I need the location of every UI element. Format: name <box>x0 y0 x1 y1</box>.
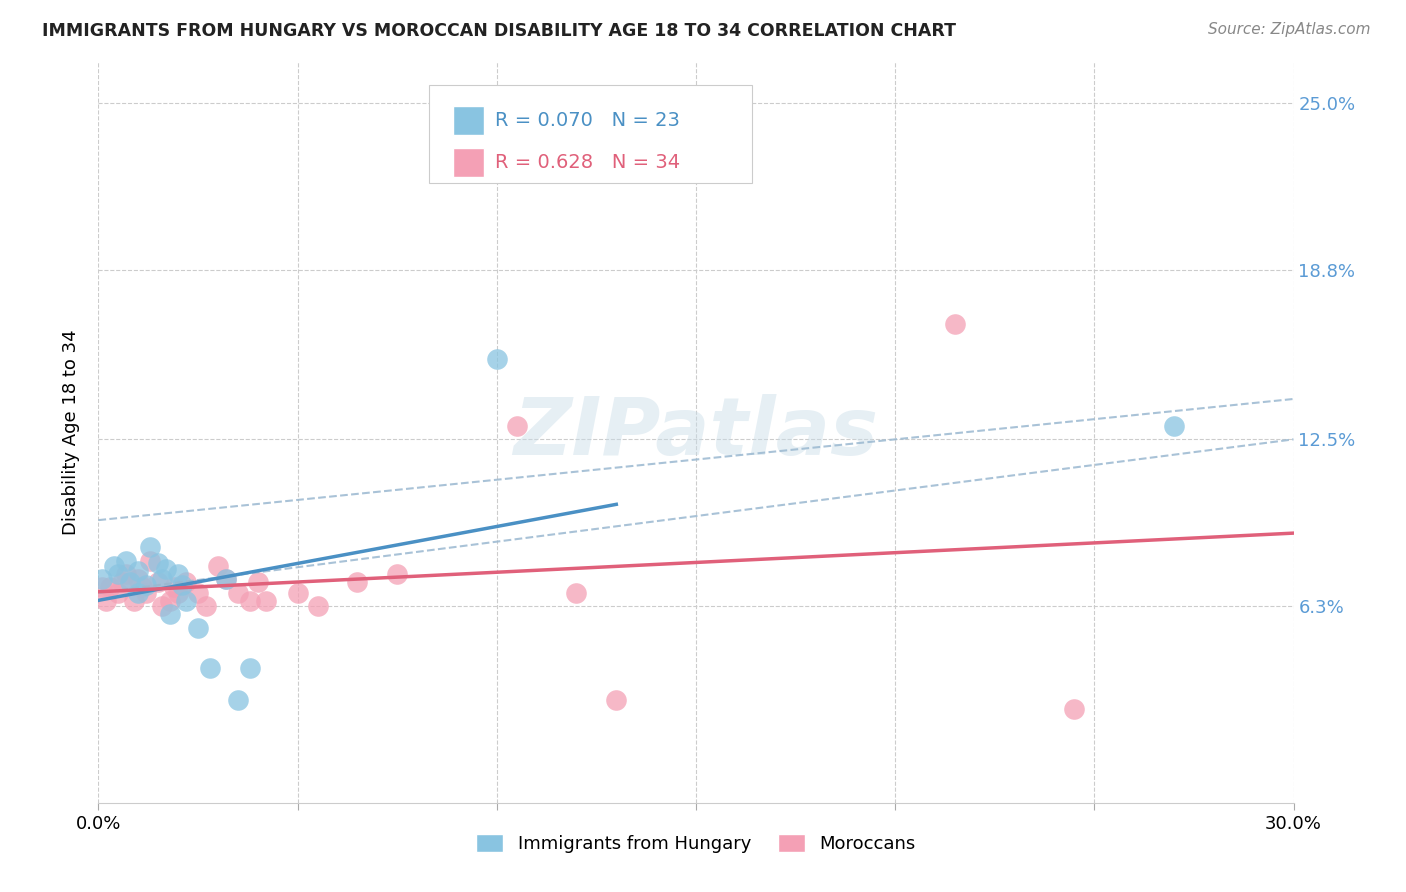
Point <box>174 575 197 590</box>
Point <box>167 566 190 581</box>
Point <box>215 572 238 586</box>
Text: R = 0.070   N = 23: R = 0.070 N = 23 <box>495 111 679 130</box>
Point <box>131 581 153 595</box>
Point <box>187 586 209 600</box>
Point <box>174 594 197 608</box>
Point <box>155 561 177 575</box>
Point <box>159 594 181 608</box>
Point <box>1163 418 1185 433</box>
Point <box>943 317 966 331</box>
Point <box>605 693 627 707</box>
Point <box>1063 701 1085 715</box>
Point <box>103 558 125 573</box>
Point <box>246 575 269 590</box>
Point <box>287 586 309 600</box>
Point <box>198 661 221 675</box>
Point <box>346 575 368 590</box>
Point <box>124 594 146 608</box>
Point <box>91 581 114 595</box>
Point <box>385 566 409 581</box>
Point <box>111 575 134 590</box>
Point <box>172 578 194 592</box>
Text: ZIPatlas: ZIPatlas <box>513 393 879 472</box>
Point <box>239 661 262 675</box>
Legend: Immigrants from Hungary, Moroccans: Immigrants from Hungary, Moroccans <box>468 827 924 861</box>
Point <box>127 564 149 578</box>
Point <box>135 586 157 600</box>
Point <box>120 575 142 590</box>
Point <box>96 594 118 608</box>
Point <box>127 586 149 600</box>
Point <box>187 621 209 635</box>
Text: R = 0.628   N = 34: R = 0.628 N = 34 <box>495 153 681 172</box>
Point <box>506 418 529 433</box>
Point <box>565 586 588 600</box>
Point <box>307 599 329 614</box>
Point <box>226 693 249 707</box>
Text: Source: ZipAtlas.com: Source: ZipAtlas.com <box>1208 22 1371 37</box>
Point <box>207 558 229 573</box>
Point <box>91 572 114 586</box>
Point <box>148 575 170 590</box>
Y-axis label: Disability Age 18 to 34: Disability Age 18 to 34 <box>62 330 80 535</box>
Point <box>135 578 157 592</box>
Point <box>150 599 173 614</box>
Point <box>115 553 138 567</box>
Bar <box>453 106 484 135</box>
Point <box>167 586 190 600</box>
Text: IMMIGRANTS FROM HUNGARY VS MOROCCAN DISABILITY AGE 18 TO 34 CORRELATION CHART: IMMIGRANTS FROM HUNGARY VS MOROCCAN DISA… <box>42 22 956 40</box>
Point <box>195 599 218 614</box>
Point <box>107 566 129 581</box>
Point <box>150 572 173 586</box>
Point <box>148 556 170 570</box>
Point <box>127 572 149 586</box>
Point <box>139 553 162 567</box>
Point <box>254 594 277 608</box>
Point <box>239 594 262 608</box>
Point <box>107 586 129 600</box>
Point <box>159 607 181 622</box>
Point <box>215 572 238 586</box>
Bar <box>453 148 484 177</box>
Point <box>139 540 162 554</box>
Point <box>115 566 138 581</box>
Point <box>226 586 249 600</box>
Point <box>485 351 508 366</box>
Point <box>163 581 186 595</box>
Point <box>98 581 122 595</box>
